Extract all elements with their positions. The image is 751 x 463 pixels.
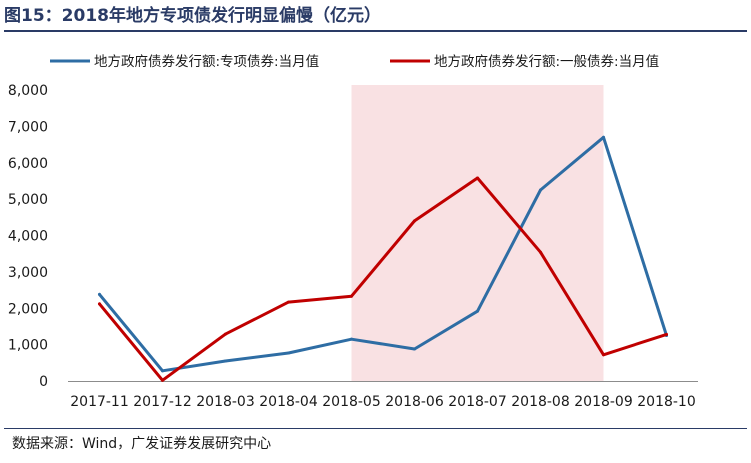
legend-label: 地方政府债券发行额:一般债券:当月值 [434, 54, 659, 70]
x-tick-label: 2018-03 [196, 394, 255, 410]
line-chart: 0 1,000 2,000 3,000 4,000 5,000 6,000 7,000 8,00… [8, 54, 698, 410]
data-point [350, 294, 353, 298]
x-tick-label: 2018-07 [448, 394, 507, 410]
x-tick-label: 2018-04 [259, 394, 318, 410]
data-point [413, 347, 416, 351]
data-point [98, 302, 101, 306]
data-point [476, 176, 479, 180]
series-line-general-bonds [98, 176, 668, 382]
x-tick-label: 2018-05 [322, 394, 381, 410]
x-tick-label: 2017-11 [70, 394, 129, 410]
data-point [287, 300, 290, 304]
data-point [350, 337, 353, 341]
data-point [413, 219, 416, 223]
source-note: 数据来源：Wind，广发证券发展研究中心 [12, 436, 272, 452]
y-tick-label: 4,000 [8, 229, 48, 245]
highlight-band [351, 85, 604, 381]
y-tick-label: 8,000 [8, 83, 48, 99]
figure-title: 图15：2018年地方专项债发行明显偏慢（亿元） [4, 6, 381, 26]
data-point [287, 351, 290, 355]
x-tick-label: 2017-12 [133, 394, 192, 410]
y-tick-label: 1,000 [8, 338, 48, 354]
x-tick-label: 2018-06 [385, 394, 444, 410]
data-point [161, 369, 164, 373]
data-point [602, 353, 605, 357]
data-point [602, 135, 605, 139]
data-point [224, 359, 227, 363]
data-point [539, 250, 542, 254]
series-line-special-bonds [98, 135, 668, 373]
y-tick-label: 0 [39, 374, 48, 390]
x-tick-label: 2018-09 [574, 394, 633, 410]
y-tick-label: 5,000 [8, 192, 48, 208]
y-tick-label: 2,000 [8, 301, 48, 317]
title-rule [4, 30, 747, 32]
data-point [539, 188, 542, 192]
y-tick-label: 6,000 [8, 156, 48, 172]
y-tick-label: 7,000 [8, 119, 48, 135]
y-tick-label: 3,000 [8, 265, 48, 281]
x-tick-label: 2018-08 [511, 394, 570, 410]
data-point [161, 378, 164, 382]
data-point [224, 332, 227, 336]
x-tick-label: 2018-10 [637, 394, 696, 410]
data-point [476, 309, 479, 313]
data-point [665, 332, 668, 336]
data-point [98, 292, 101, 296]
source-rule [4, 428, 747, 429]
legend-label: 地方政府债券发行额:专项债券:当月值 [94, 54, 319, 70]
